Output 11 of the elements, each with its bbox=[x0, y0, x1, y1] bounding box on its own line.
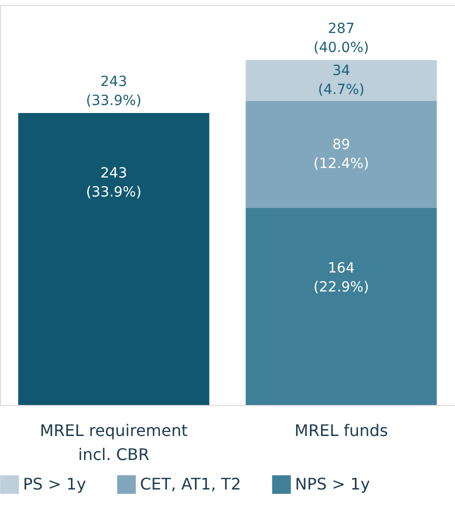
data-label: 243 (33.9%) bbox=[86, 166, 142, 201]
legend-label: NPS > 1y bbox=[295, 474, 370, 494]
data-label: 34 (4.7%) bbox=[318, 63, 364, 98]
total-label: 287 (40.0%) bbox=[314, 21, 369, 56]
legend-label: CET, AT1, T2 bbox=[140, 474, 242, 494]
x-tick-label: MREL funds bbox=[294, 421, 388, 440]
legend-label: PS > 1y bbox=[23, 474, 86, 494]
data-label: 164 (22.9%) bbox=[314, 260, 369, 296]
data-label: 89 (12.4%) bbox=[314, 136, 369, 172]
x-tick-label: MREL requirement incl. CBR bbox=[40, 421, 188, 464]
total-label: 243 (33.9%) bbox=[86, 74, 142, 110]
